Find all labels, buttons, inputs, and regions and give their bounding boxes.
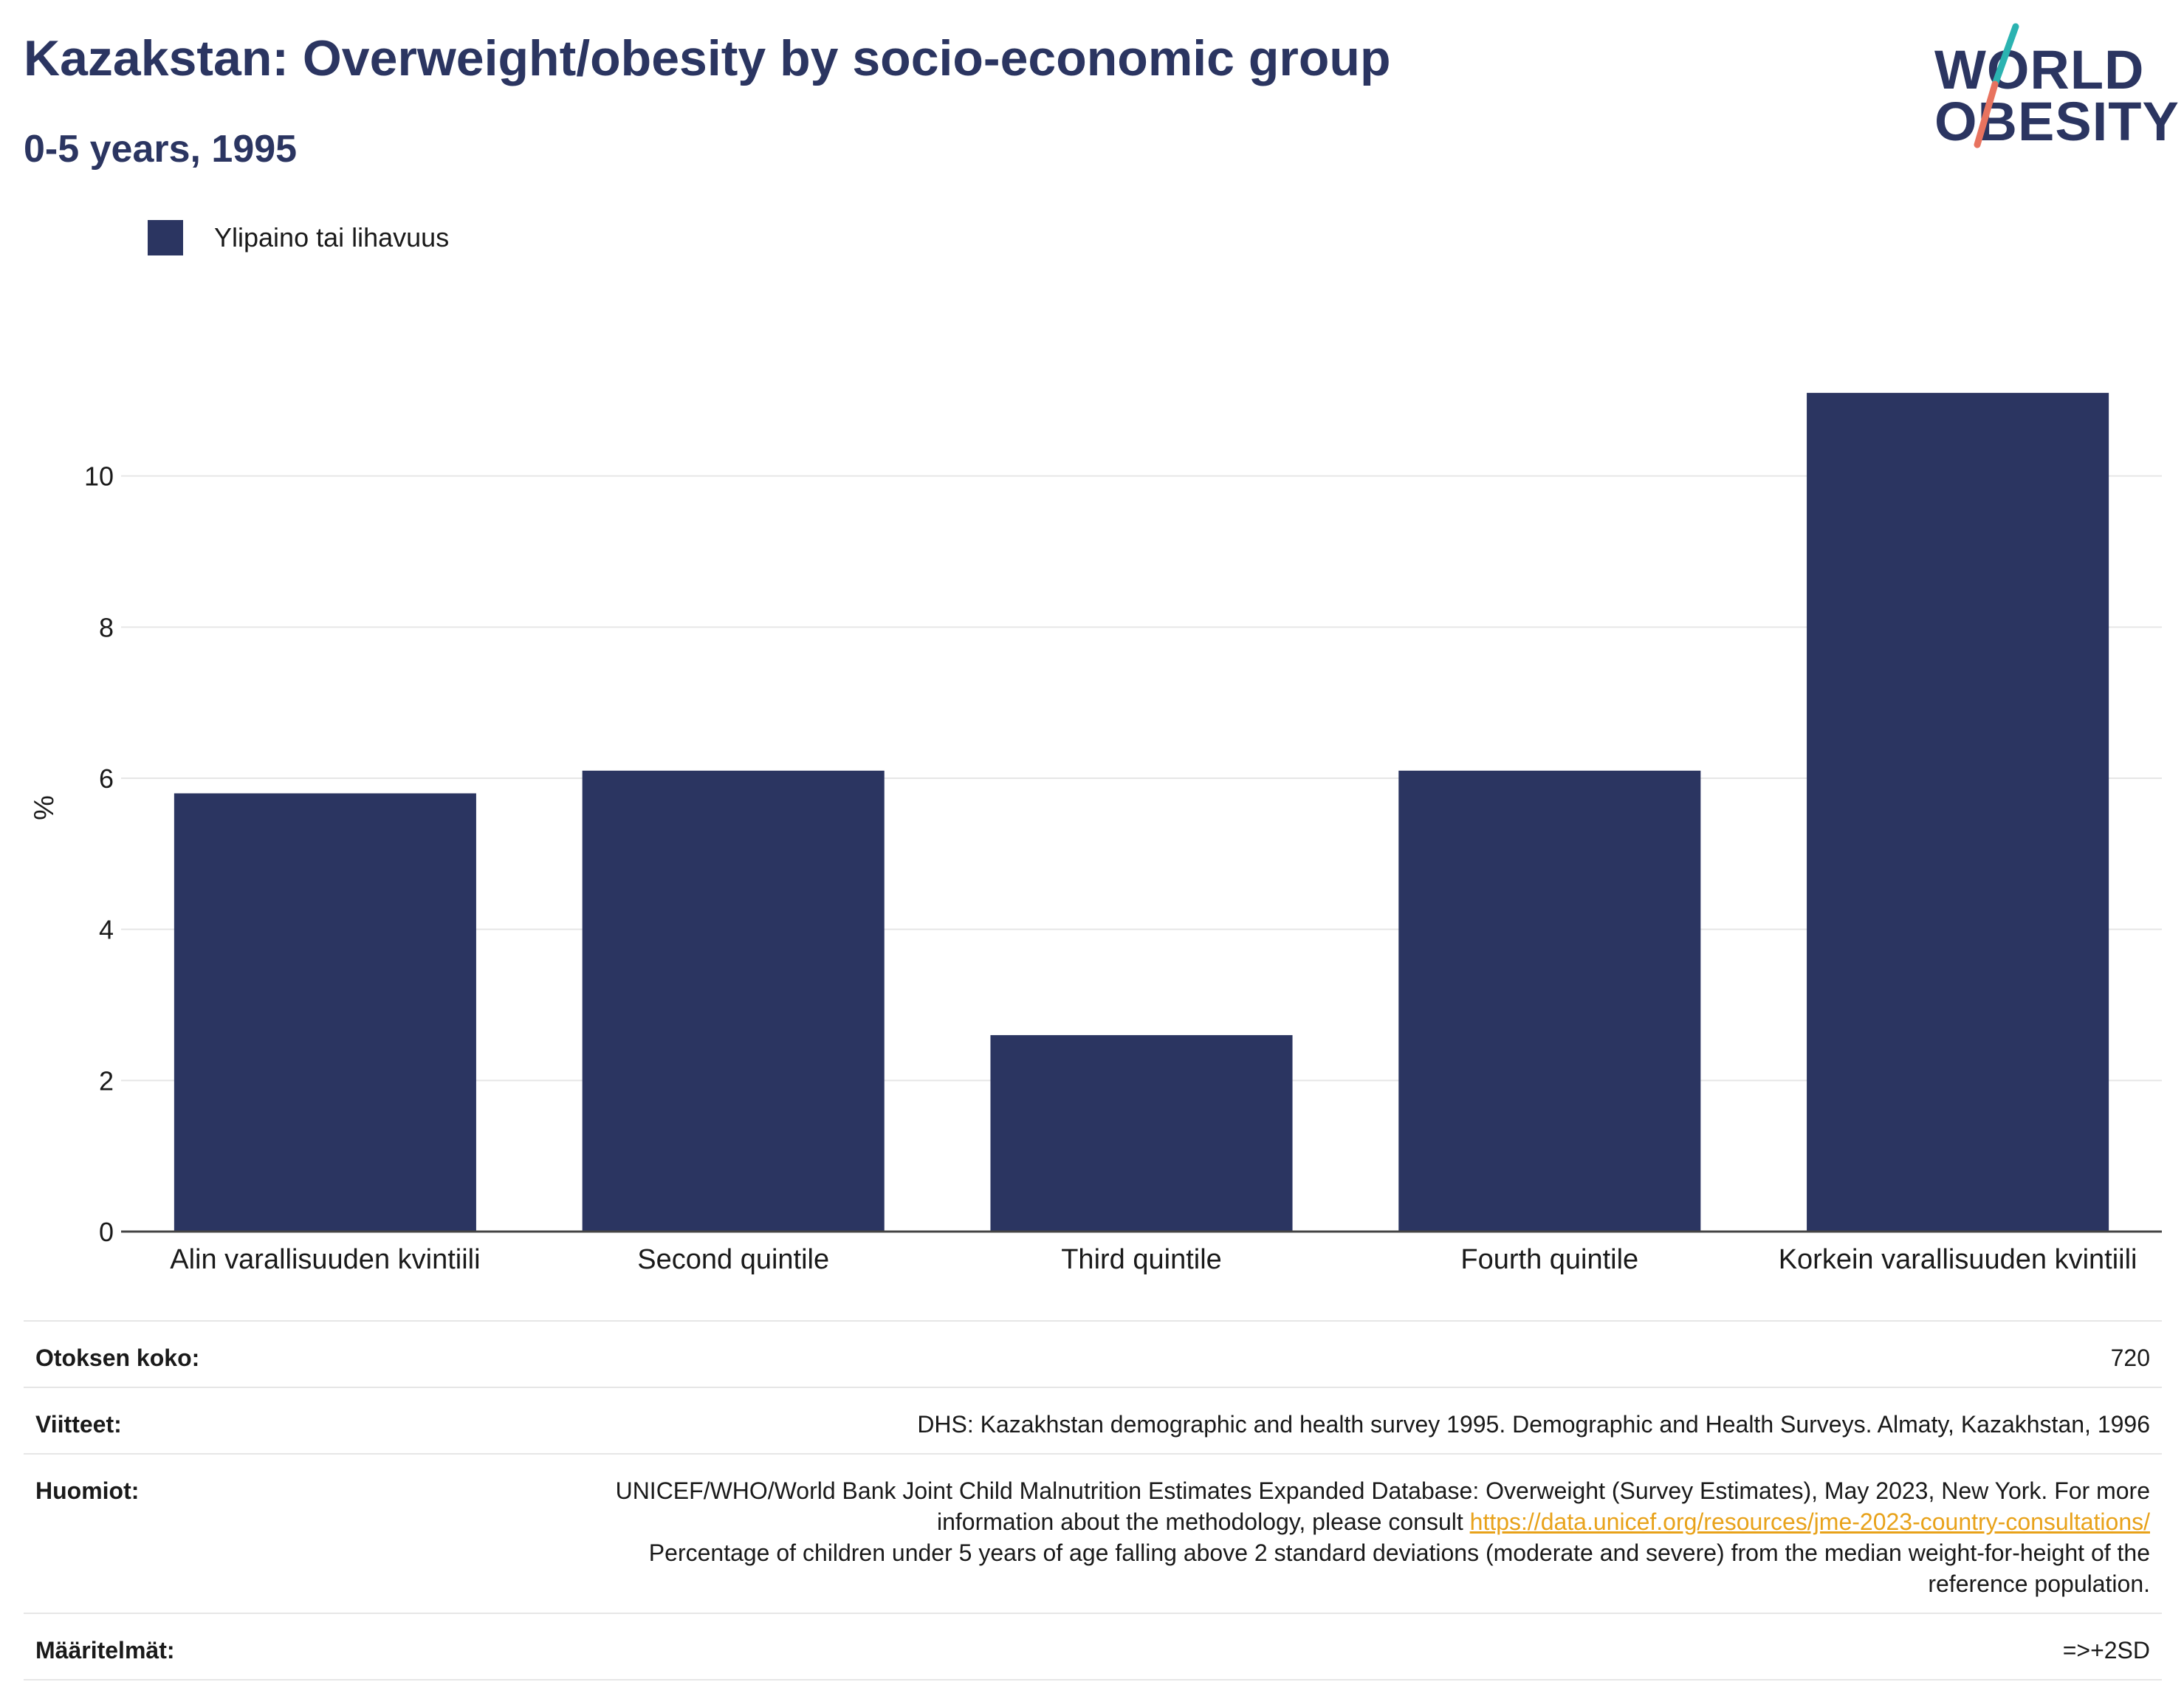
y-tick-label: 0 — [99, 1217, 114, 1247]
info-table: Otoksen koko: 720 Viitteet: DHS: Kazakhs… — [24, 1320, 2162, 1680]
y-axis-title: % — [29, 795, 60, 820]
info-row-notes: Huomiot: UNICEF/WHO/World Bank Joint Chi… — [24, 1453, 2162, 1613]
bar-4 — [1398, 770, 1701, 1232]
references-label: Viitteet: — [35, 1411, 122, 1438]
chart-legend: Ylipaino tai lihavuus — [148, 219, 449, 257]
world-obesity-logo: WORLD OBESITY — [1912, 22, 2179, 155]
bar-1 — [174, 793, 476, 1232]
bar-2 — [582, 770, 885, 1232]
notes-value: UNICEF/WHO/World Bank Joint Child Malnut… — [614, 1475, 2150, 1599]
legend-swatch — [148, 220, 183, 255]
sample-size-value: 720 — [2110, 1345, 2150, 1371]
notes-label: Huomiot: — [35, 1477, 140, 1504]
logo-line-1: WORLD — [1934, 39, 2145, 100]
x-tick-label: Fourth quintile — [1460, 1244, 1638, 1275]
info-row-sample-size: Otoksen koko: 720 — [24, 1320, 2162, 1387]
x-tick-label: Korkein varallisuuden kvintiili — [1779, 1244, 2137, 1275]
logo-line-2: OBESITY — [1934, 91, 2180, 152]
definitions-value: =>+2SD — [2062, 1637, 2150, 1664]
sample-size-label: Otoksen koko: — [35, 1345, 200, 1371]
y-tick-label: 8 — [99, 612, 114, 642]
y-tick-label: 6 — [99, 763, 114, 794]
x-tick-label: Alin varallisuuden kvintiili — [170, 1244, 480, 1275]
y-tick-label: 2 — [99, 1065, 114, 1096]
notes-text-before: UNICEF/WHO/World Bank Joint Child Malnut… — [615, 1477, 2150, 1535]
logo-slash-icon — [1974, 23, 2019, 148]
definitions-label: Määritelmät: — [35, 1637, 175, 1664]
chart-title: Kazakstan: Overweight/obesity by socio-e… — [24, 30, 1391, 86]
info-row-references: Viitteet: DHS: Kazakhstan demographic an… — [24, 1387, 2162, 1453]
methodology-link[interactable]: https://data.unicef.org/resources/jme-20… — [1469, 1508, 2150, 1535]
y-tick-label: 10 — [84, 461, 114, 492]
bar-3 — [990, 1034, 1293, 1232]
legend-label: Ylipaino tai lihavuus — [214, 222, 450, 253]
x-tick-label: Second quintile — [637, 1244, 829, 1275]
y-tick-label: 4 — [99, 915, 114, 945]
bar-5 — [1807, 393, 2109, 1232]
x-tick-label: Third quintile — [1061, 1244, 1222, 1275]
chart-subtitle: 0-5 years, 1995 — [24, 128, 298, 171]
references-value: DHS: Kazakhstan demographic and health s… — [917, 1411, 2150, 1438]
notes-text-after: Percentage of children under 5 years of … — [648, 1539, 2150, 1597]
bar-chart: 0 2 4 6 8 10% Alin varallisuuden kvintiili Seco… — [29, 393, 2162, 1275]
info-row-definitions: Määritelmät: =>+2SD — [24, 1613, 2162, 1680]
